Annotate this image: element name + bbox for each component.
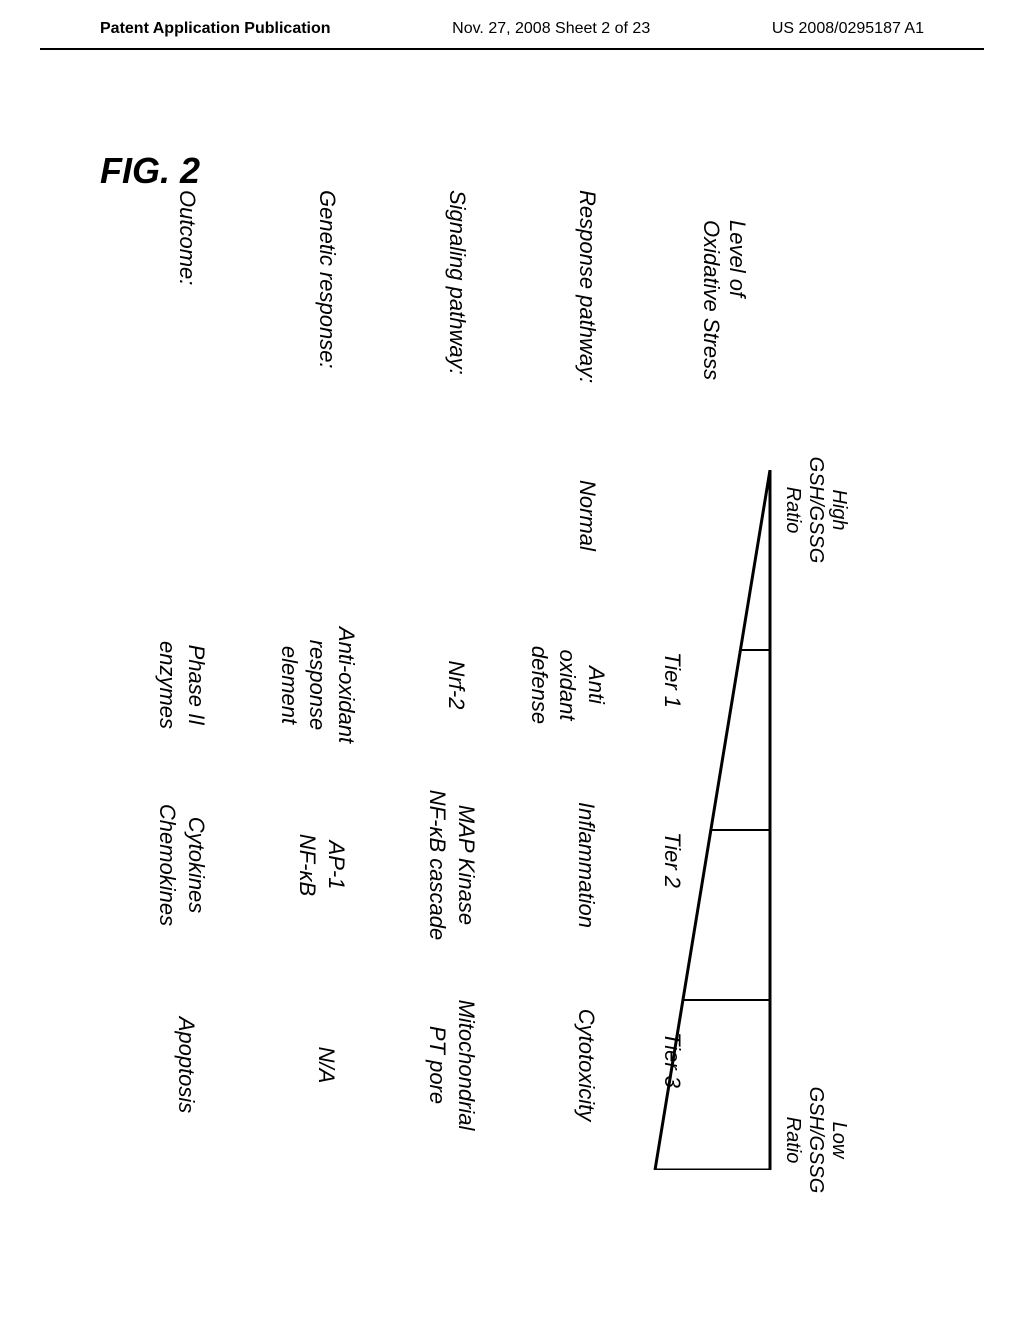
tier1-signaling: Nrf-2	[441, 590, 470, 780]
normal-label: Normal	[574, 480, 600, 551]
tier1-genetic: Anti-oxidant response element	[274, 590, 360, 780]
header-publication: Patent Application Publication	[100, 20, 331, 38]
tier1-outcome: Phase II enzymes	[153, 590, 210, 780]
tier2-response: Inflammation	[571, 770, 600, 960]
tier3-signaling: Mitochondrial PT pore	[423, 970, 480, 1160]
tier3-response: Cytotoxicity	[571, 970, 600, 1160]
tier3-outcome: Apoptosis	[171, 970, 200, 1160]
ratio-high-label: High GSH/GSSG Ratio	[781, 450, 850, 570]
header-patent-number: US 2008/0295187 A1	[772, 20, 924, 38]
tier2-signaling: MAP Kinase NF-κB cascade	[423, 770, 480, 960]
header-date-sheet: Nov. 27, 2008 Sheet 2 of 23	[452, 20, 650, 38]
row-outcome: Outcome:	[174, 190, 200, 285]
page-header: Patent Application Publication Nov. 27, …	[40, 0, 984, 50]
row-signaling-pathway: Signaling pathway:	[444, 190, 470, 375]
tier1-label: Tier 1	[659, 610, 685, 750]
diagram-rotated: High GSH/GSSG Ratio Low GSH/GSSG Ratio L…	[100, 190, 800, 1290]
row-response-pathway: Response pathway:	[574, 190, 600, 383]
row-oxidative-stress: Level of Oxidative Stress	[698, 220, 750, 380]
tier1-response: Anti oxidant defense	[524, 590, 610, 780]
tier3-label: Tier 3	[659, 990, 685, 1130]
tier2-label: Tier 2	[659, 790, 685, 930]
tier3-genetic: N/A	[311, 970, 340, 1160]
row-genetic-response: Genetic response:	[314, 190, 340, 369]
tier2-genetic: AP-1 NF-κB	[293, 770, 350, 960]
diagram: High GSH/GSSG Ratio Low GSH/GSSG Ratio L…	[100, 190, 800, 1290]
tier2-outcome: Cytokines Chemokines	[153, 770, 210, 960]
ratio-low-label: Low GSH/GSSG Ratio	[781, 1080, 850, 1200]
figure-label: FIG. 2	[100, 150, 200, 192]
